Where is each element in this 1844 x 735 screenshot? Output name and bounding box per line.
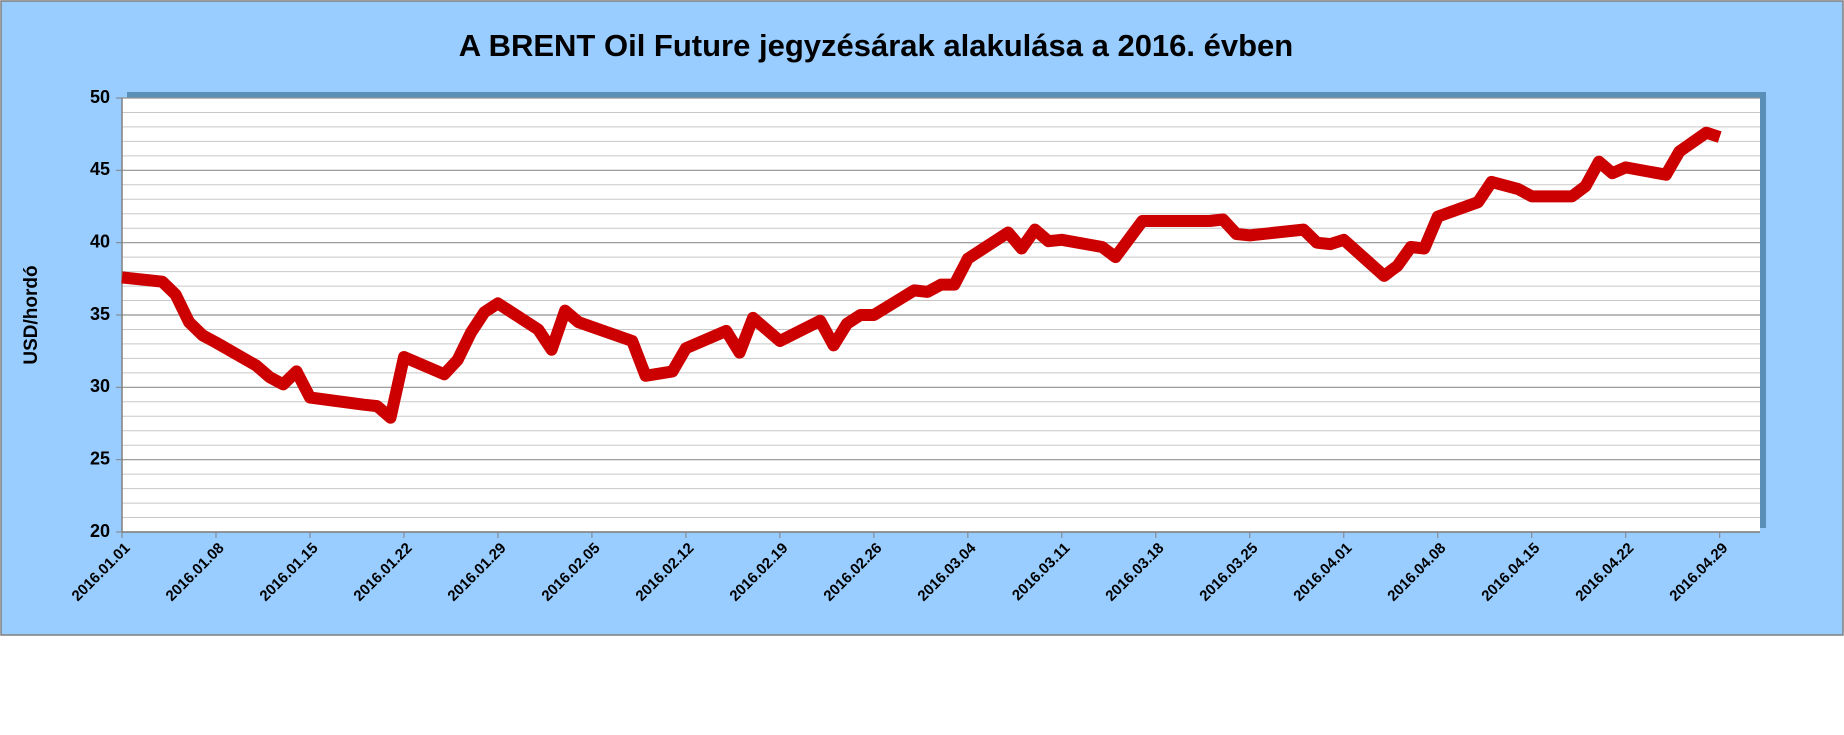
y-tick-label: 25 — [90, 448, 110, 468]
chart-title: A BRENT Oil Future jegyzésárak alakulása… — [459, 28, 1294, 63]
line-series — [121, 126, 1722, 424]
y-tick-label: 40 — [90, 231, 110, 251]
y-tick-label: 35 — [90, 304, 110, 324]
y-tick-label: 50 — [90, 87, 110, 107]
y-tick-label: 20 — [90, 521, 110, 541]
y-axis-label: USD/hordó — [21, 265, 42, 364]
y-tick-label: 30 — [90, 376, 110, 396]
marks — [121, 126, 1722, 424]
y-tick-label: 45 — [90, 159, 110, 179]
